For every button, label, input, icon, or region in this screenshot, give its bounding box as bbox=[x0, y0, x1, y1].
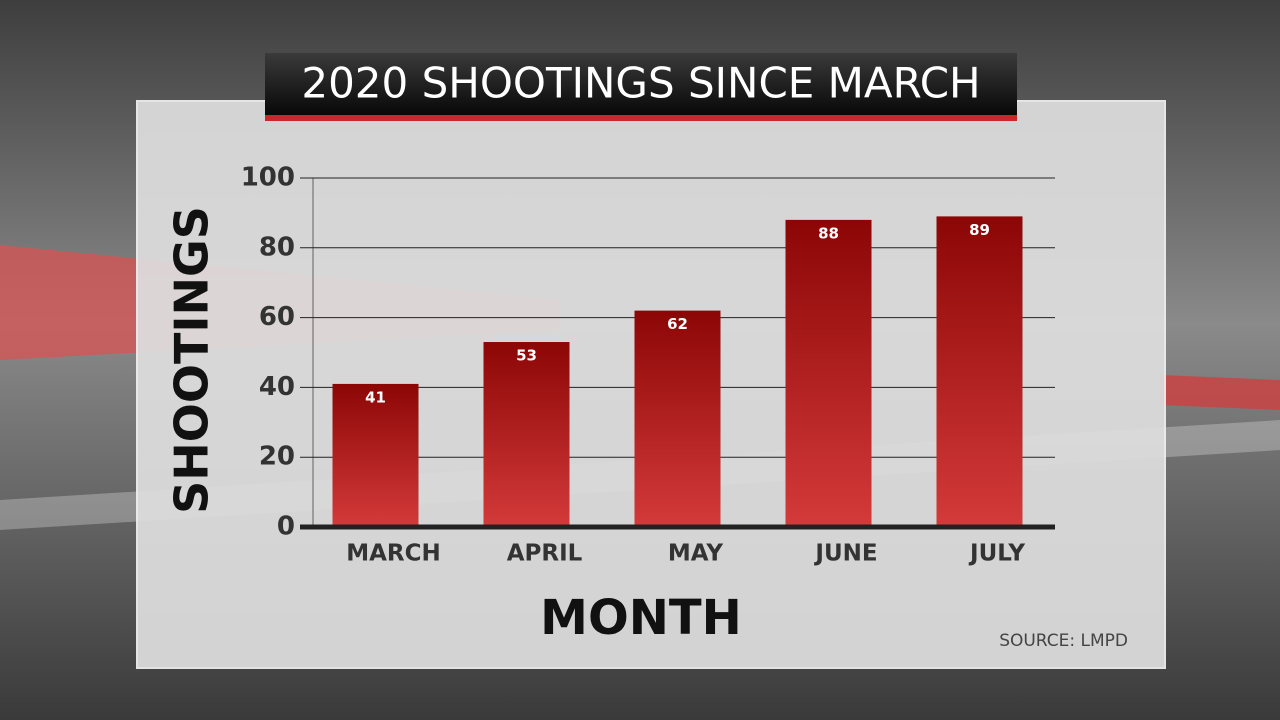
y-tick-label: 0 bbox=[277, 512, 295, 542]
x-tick-label: APRIL bbox=[507, 541, 583, 567]
value-label: 62 bbox=[667, 315, 688, 333]
y-tick-label: 40 bbox=[259, 372, 295, 402]
y-tick-label: 80 bbox=[259, 232, 295, 262]
source-note: SOURCE: LMPD bbox=[999, 631, 1128, 651]
value-label: 88 bbox=[818, 224, 839, 242]
value-label: 41 bbox=[365, 388, 386, 406]
x-tick-label: JUNE bbox=[813, 541, 877, 567]
y-tick-label: 20 bbox=[259, 442, 295, 472]
x-tick-label: MARCH bbox=[346, 541, 441, 567]
x-tick-label: MAY bbox=[668, 541, 723, 567]
bar bbox=[785, 219, 872, 527]
bar bbox=[332, 383, 419, 527]
bar bbox=[634, 310, 721, 527]
y-tick-label: 60 bbox=[259, 302, 295, 332]
title-box bbox=[265, 53, 1017, 115]
value-label: 89 bbox=[969, 221, 990, 239]
y-axis-title: SHOOTINGS bbox=[165, 206, 219, 514]
y-tick-label: 100 bbox=[241, 163, 295, 193]
value-label: 53 bbox=[516, 347, 537, 365]
x-axis-title: MONTH bbox=[540, 590, 742, 646]
bar bbox=[483, 342, 570, 527]
bar bbox=[936, 216, 1023, 527]
decor-streak bbox=[1160, 375, 1280, 410]
x-tick-label: JULY bbox=[968, 541, 1025, 567]
chart-title: 2020 SHOOTINGS SINCE MARCH bbox=[301, 59, 980, 108]
title-underline bbox=[265, 115, 1017, 121]
